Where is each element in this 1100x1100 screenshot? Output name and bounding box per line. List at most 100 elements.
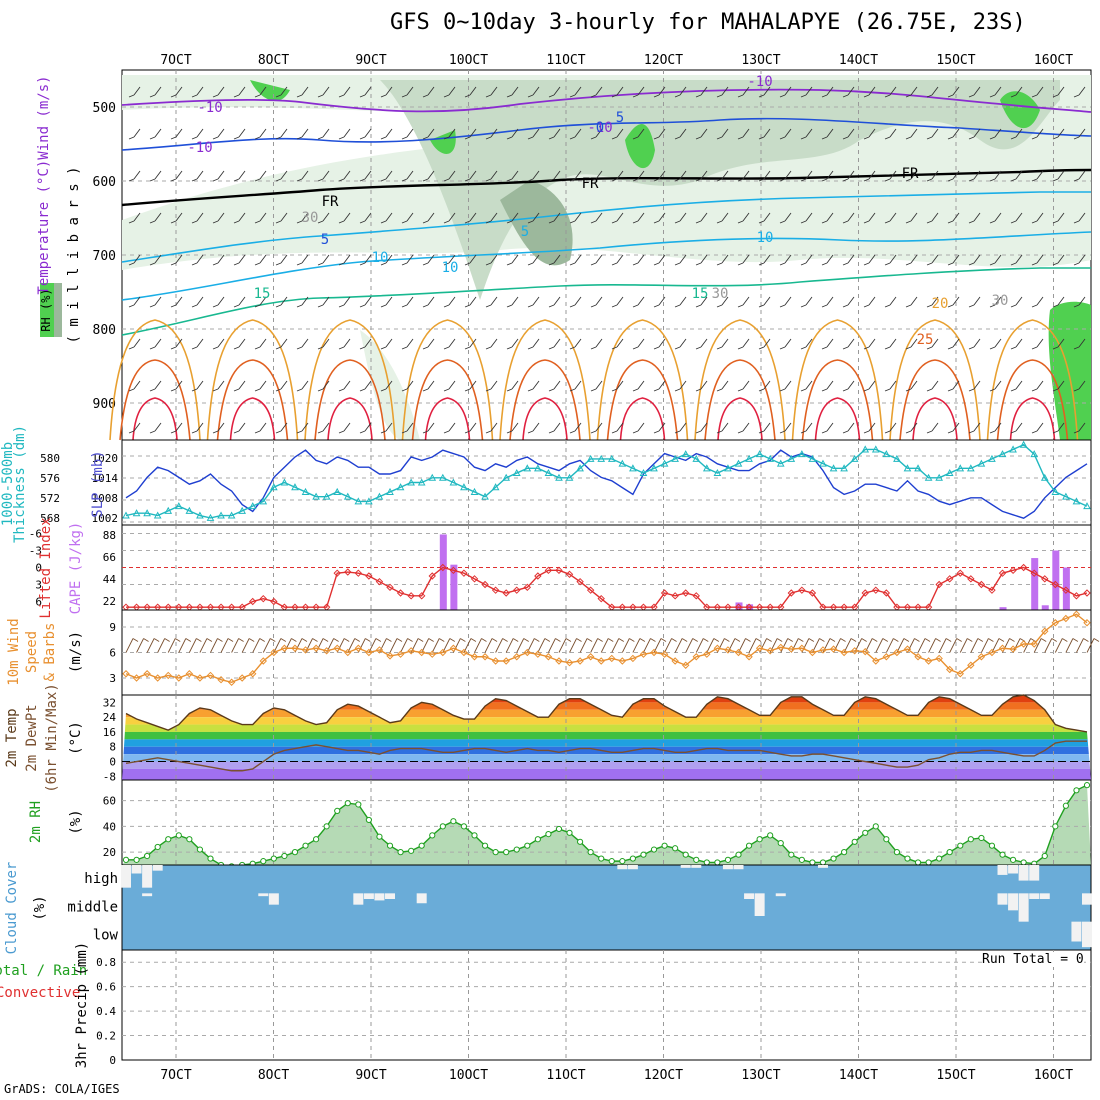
thickness-point [639, 469, 648, 477]
wind-barb [737, 170, 750, 182]
rh2m-point [355, 801, 362, 808]
wind-barb [800, 212, 813, 224]
wind-barb [1010, 170, 1023, 182]
wind-speed-point [597, 657, 605, 665]
wind-barb-surface [157, 638, 170, 653]
wind-barb [128, 338, 141, 350]
rh2m-point [819, 859, 827, 866]
li-point [249, 597, 257, 606]
contour-label: FR [582, 176, 599, 192]
wind-barb [716, 380, 729, 392]
wind-ylabel3: & Barbs [42, 622, 58, 681]
rh2m-point [893, 849, 901, 856]
cape-tick-label: 22 [103, 595, 116, 608]
wind-barb-surface [790, 638, 804, 653]
wind-barb [359, 422, 372, 434]
precip-tick-label: 0.8 [96, 956, 116, 969]
wind-barb [674, 128, 687, 140]
wind-barb [506, 338, 519, 350]
wind-barb [800, 338, 813, 350]
wind-speed-point [196, 674, 204, 682]
thickness-point [153, 511, 162, 519]
wind-barb-surface [854, 638, 867, 653]
thickness-point [301, 487, 310, 495]
wind-barb [485, 338, 498, 350]
wind-barb [989, 422, 1002, 434]
wind-barb-surface [389, 638, 403, 653]
thickness-point [280, 478, 289, 486]
rh2m-point [904, 855, 911, 862]
rh2m-point [872, 823, 879, 830]
x-tick-label-bottom: 8OCT [258, 1068, 289, 1083]
rh2m-ylabel2: (%) [68, 809, 84, 834]
wind-barb-surface [188, 638, 202, 653]
rh2m-point [408, 847, 415, 854]
wind-speed-point [396, 650, 405, 658]
wind-barb [170, 128, 183, 140]
wind-barb [695, 86, 708, 98]
wind-barb [380, 254, 393, 266]
wind-barb [716, 254, 729, 266]
temp-band [122, 761, 1091, 769]
wind-barb [275, 128, 288, 140]
wind-barb [926, 254, 939, 266]
wind-barb [275, 380, 288, 392]
wind-barb [401, 254, 414, 266]
wind-barb [947, 422, 960, 434]
rh2m-point [122, 856, 130, 863]
rh2m-point [534, 836, 541, 843]
thickness-point [386, 487, 394, 495]
contour-label: 30 [302, 210, 319, 226]
li-point [1009, 566, 1017, 575]
wind-barb [1031, 422, 1044, 434]
wind-barb [674, 86, 687, 98]
cloud-bar-middle [1082, 893, 1092, 905]
thickness-point [1009, 445, 1017, 453]
wind-barb [800, 128, 813, 140]
rh2m-point [186, 836, 193, 843]
wind-barb-surface [674, 638, 688, 653]
contour-20 [694, 319, 786, 441]
wind-speed-point [428, 650, 436, 658]
wind-barb [716, 296, 729, 308]
wind-barb-surface [664, 638, 677, 653]
wind-barb [170, 170, 183, 182]
thickness-point [713, 469, 722, 477]
temp-ylabel3: (6hr Min/Max) [44, 683, 60, 793]
wind-barb [212, 170, 225, 182]
x-tick-label-top: 10OCT [449, 53, 488, 68]
wind-barb [170, 296, 183, 308]
wind-barb [506, 170, 519, 182]
cloud-bar-middle [258, 893, 269, 897]
wind-speed-point [787, 645, 796, 653]
wind-barb [863, 422, 876, 434]
wind-barb [317, 128, 330, 140]
wind-speed-point [977, 653, 986, 661]
wind-barb [590, 338, 603, 350]
wind-barb [569, 170, 582, 182]
wind-barb [989, 86, 1002, 98]
wind-barb [884, 338, 897, 350]
wind-barb [1052, 338, 1065, 350]
wind-barb [359, 296, 372, 308]
wind-barb-surface [1054, 638, 1068, 653]
wind-speed-point [301, 646, 310, 654]
li-tick-label: -6 [29, 528, 42, 541]
thickness-point [565, 473, 574, 481]
wind-barb [821, 296, 834, 308]
wind-barb [212, 380, 225, 392]
wind-speed-point [903, 645, 912, 653]
wind-barb [590, 254, 603, 266]
wind-barb [401, 380, 414, 392]
wind-barb [758, 128, 771, 140]
contour-label: 5 [616, 110, 624, 126]
wind-barb [317, 338, 330, 350]
rh2m-ylabel: 2m RH [28, 801, 44, 843]
wind-barb [338, 254, 351, 266]
wind-speed-point [872, 657, 880, 665]
wind-barb [695, 254, 708, 266]
wind-barb [611, 380, 624, 392]
wind-speed-point [333, 644, 341, 652]
rh2m-point [175, 832, 182, 839]
wind-barb [1073, 296, 1086, 308]
